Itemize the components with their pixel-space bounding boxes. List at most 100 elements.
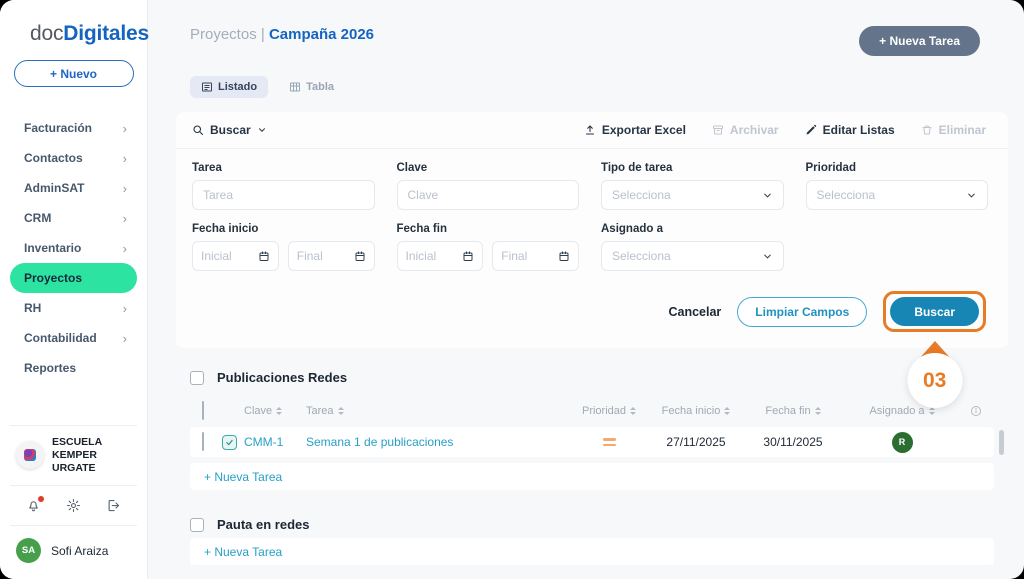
sidebar-item-facturacion[interactable]: Facturación › (0, 113, 147, 143)
section-checkbox[interactable] (190, 517, 204, 532)
filter-spacer (806, 223, 989, 271)
chevron-right-icon: › (122, 150, 127, 166)
filter-tarea: Tarea (192, 162, 375, 210)
sidebar-item-adminsat[interactable]: AdminSAT › (0, 173, 147, 203)
cell-clave[interactable]: CMM-1 (244, 435, 284, 449)
task-section-publicaciones-redes: Publicaciones Redes Clave Tarea Priorida… (176, 370, 1008, 490)
row-checkbox[interactable] (202, 432, 204, 451)
tarea-input[interactable] (192, 180, 375, 210)
task-section-pauta-en-redes: Pauta en redes + Nueva Tarea (176, 517, 1008, 565)
tab-tabla[interactable]: Tabla (278, 76, 345, 98)
edit-lists-label: Editar Listas (822, 123, 895, 137)
sidebar-item-contactos[interactable]: Contactos › (0, 143, 147, 173)
search-label: Buscar (210, 123, 251, 137)
clave-input[interactable] (396, 180, 579, 210)
section-title: Publicaciones Redes (217, 370, 348, 385)
delete-button[interactable]: Eliminar (921, 123, 986, 137)
archive-button[interactable]: Archivar (712, 123, 779, 137)
fecha-fin-inicial-datepicker[interactable]: Inicial (396, 241, 484, 271)
column-header-fecha-fin[interactable]: Fecha fin (744, 405, 842, 417)
assignee-avatar[interactable]: R (891, 431, 913, 453)
filter-row-1: Tarea Clave Tipo de tarea Selecciona (192, 162, 988, 210)
column-header-fecha-inicio[interactable]: Fecha inicio (648, 405, 744, 417)
section-title: Pauta en redes (217, 517, 310, 532)
scrollbar-thumb[interactable] (999, 430, 1004, 455)
chevron-down-icon (762, 251, 773, 262)
sidebar-item-rh[interactable]: RH › (0, 293, 147, 323)
sort-icon (337, 407, 344, 415)
divider (176, 148, 1008, 149)
filter-panel: Buscar Exportar Excel Archivar Editar Li… (176, 112, 1008, 408)
tipo-de-tarea-select[interactable]: Selecciona (601, 180, 784, 210)
search-submit-button[interactable]: Buscar (890, 297, 979, 326)
select-placeholder: Selecciona (612, 249, 671, 263)
sort-icon (928, 407, 935, 415)
chevron-right-icon: › (122, 120, 127, 136)
main-content: Proyectos | Campaña 2026 + Nueva Tarea L… (148, 0, 1024, 579)
settings-gear-icon[interactable] (66, 498, 81, 513)
prioridad-select[interactable]: Selecciona (805, 180, 988, 210)
filter-row-2: Fecha inicio Inicial Final (192, 223, 988, 271)
select-all-checkbox[interactable] (202, 401, 204, 420)
new-task-button[interactable]: + Nueva Tarea (859, 26, 980, 56)
annotation-highlight-box: Buscar (883, 291, 986, 332)
chevron-right-icon: › (122, 300, 127, 316)
info-icon[interactable] (962, 405, 982, 417)
chevron-right-icon: › (122, 330, 127, 346)
breadcrumb-parent[interactable]: Proyectos (190, 26, 257, 43)
column-header-clave[interactable]: Clave (244, 405, 306, 417)
logout-icon[interactable] (106, 498, 121, 513)
chevron-down-icon (762, 190, 773, 201)
column-header-tarea[interactable]: Tarea (306, 405, 570, 417)
chevron-right-icon: › (122, 210, 127, 226)
clear-fields-button[interactable]: Limpiar Campos (737, 296, 868, 327)
export-excel-button[interactable]: Exportar Excel (584, 123, 686, 137)
organization-name: ESCUELA KEMPER URGATE (52, 435, 102, 474)
asignado-a-select[interactable]: Selecciona (601, 241, 784, 271)
section-checkbox[interactable] (190, 370, 204, 385)
sidebar-item-proyectos[interactable]: Proyectos (10, 263, 137, 293)
tab-listado[interactable]: Listado (190, 76, 269, 98)
sidebar-item-reportes[interactable]: Reportes (0, 353, 147, 383)
filter-tipo-de-tarea: Tipo de tarea Selecciona (601, 162, 784, 210)
app-logo: docDigitales (0, 0, 149, 46)
add-task-link[interactable]: + Nueva Tarea (204, 469, 283, 484)
sidebar-quick-icons (0, 486, 147, 525)
cell-prioridad (570, 438, 648, 446)
calendar-icon (258, 250, 270, 262)
filter-label: Asignado a (601, 223, 663, 235)
fecha-inicio-inicial-datepicker[interactable]: Inicial (192, 241, 279, 271)
toolbar-actions: Exportar Excel Archivar Editar Listas El… (584, 123, 986, 137)
user-profile-row[interactable]: SA Sofi Araiza (0, 526, 147, 579)
logo-digitales: Digitales (63, 22, 149, 45)
sidebar-item-contabilidad[interactable]: Contabilidad › (0, 323, 147, 353)
add-task-link[interactable]: + Nueva Tarea (204, 544, 283, 559)
sidebar-item-crm[interactable]: CRM › (0, 203, 147, 233)
fecha-fin-final-datepicker[interactable]: Final (492, 241, 579, 271)
column-header-prioridad[interactable]: Prioridad (570, 405, 648, 417)
table-row[interactable]: CMM-1 Semana 1 de publicaciones 27/11/20… (190, 427, 1004, 457)
organization-row[interactable]: ESCUELA KEMPER URGATE (0, 426, 147, 485)
fecha-inicio-final-datepicker[interactable]: Final (287, 241, 375, 271)
filter-actions: Cancelar Limpiar Campos Buscar 03 (192, 291, 988, 408)
cell-tarea[interactable]: Semana 1 de publicaciones (306, 435, 454, 449)
cell-fecha-inicio: 27/11/2025 (666, 435, 726, 449)
divider (10, 424, 137, 426)
new-button[interactable]: + Nuevo (13, 60, 134, 87)
sidebar-item-label: Reportes (24, 361, 77, 375)
export-icon (585, 125, 594, 135)
search-dropdown[interactable]: Buscar (192, 123, 267, 137)
select-placeholder: Selecciona (816, 188, 876, 202)
cancel-button[interactable]: Cancelar (668, 304, 722, 319)
sidebar-item-inventario[interactable]: Inventario › (0, 233, 147, 263)
date-placeholder: Inicial (405, 249, 437, 263)
column-header-asignado-a[interactable]: Asignado a (842, 405, 962, 417)
sort-icon (276, 407, 283, 415)
notifications-bell-icon[interactable] (26, 496, 44, 513)
list-toolbar: Buscar Exportar Excel Archivar Editar Li… (176, 112, 1008, 148)
edit-lists-button[interactable]: Editar Listas (805, 123, 895, 137)
filter-label: Tipo de tarea (601, 162, 673, 174)
filter-label: Fecha fin (396, 223, 447, 235)
calendar-icon (558, 250, 570, 262)
